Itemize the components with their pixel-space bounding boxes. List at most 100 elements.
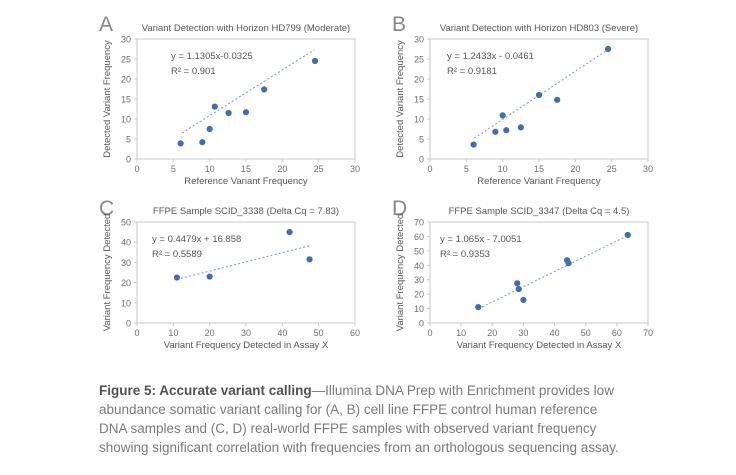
panel-letter: A xyxy=(99,13,113,36)
scatter-plot-a: A Variant Detection with Horizon HD799 (M… xyxy=(99,13,360,187)
r-squared-label: R² = 0.5589 xyxy=(152,249,202,260)
r-squared-label: R² = 0.9353 xyxy=(440,249,490,260)
x-axis-label: Variant Frequency Detected in Assay X xyxy=(164,340,329,351)
panel-letter: C xyxy=(99,197,114,220)
data-point xyxy=(517,124,524,131)
caption-figure-title: Figure 5: Accurate variant calling xyxy=(99,382,312,398)
x-tick-label: 10 xyxy=(498,164,508,174)
data-point xyxy=(211,103,218,110)
x-axis-label: Reference Variant Frequency xyxy=(184,176,308,187)
x-tick-label: 40 xyxy=(550,328,560,338)
data-point xyxy=(286,229,293,236)
y-axis-label: Detected Variant Frequency xyxy=(395,40,406,158)
data-point xyxy=(565,260,572,267)
y-tick-label: 50 xyxy=(414,246,424,256)
data-point xyxy=(514,280,521,287)
x-tick-label: 25 xyxy=(607,164,617,174)
data-point xyxy=(535,91,543,99)
data-point xyxy=(492,128,499,135)
equation-label: y = 1.2433x - 0.0461 xyxy=(447,51,534,62)
data-point xyxy=(554,96,561,103)
x-tick-label: 10 xyxy=(168,328,178,338)
data-point xyxy=(311,57,319,65)
r-squared-label: R² = 0.901 xyxy=(171,66,216,77)
y-tick-label: 10 xyxy=(414,304,424,314)
x-tick-label: 15 xyxy=(534,164,544,174)
y-tick-label: 20 xyxy=(414,75,424,85)
y-tick-label: 10 xyxy=(414,115,424,125)
x-tick-label: 50 xyxy=(581,328,591,338)
scatter-plot-c: C FFPE Sample SCID_3338 (Delta Cq = 7.83)… xyxy=(99,197,360,351)
x-tick-label: 60 xyxy=(350,328,360,338)
y-tick-label: 10 xyxy=(121,298,131,308)
y-tick-label: 20 xyxy=(121,278,131,288)
figure-caption: Figure 5: Accurate variant calling—Illum… xyxy=(99,381,620,457)
x-tick-label: 5 xyxy=(464,164,469,174)
x-tick-label: 25 xyxy=(314,164,324,174)
data-point xyxy=(503,127,510,134)
x-tick-label: 0 xyxy=(134,328,139,338)
panel-b: B Variant Detection with Horizon HD803 (S… xyxy=(378,8,670,190)
data-point xyxy=(177,140,184,147)
panel-d: D FFPE Sample SCID_3347 (Delta Cq = 4.5) 0… xyxy=(378,192,670,374)
data-point xyxy=(206,125,213,133)
caption-dash: — xyxy=(311,382,326,398)
data-point xyxy=(261,86,268,93)
trendline xyxy=(181,49,315,134)
equation-label: y = 1.1305x-0.0325 xyxy=(171,51,253,62)
scatter-plot-b: B Variant Detection with Horizon HD803 (S… xyxy=(392,13,653,187)
y-axis-label: Variant Frequency Detected xyxy=(102,214,113,332)
y-tick-label: 30 xyxy=(121,258,131,268)
x-tick-label: 20 xyxy=(205,328,215,338)
chart-title: Variant Detection with Horizon HD803 (Se… xyxy=(440,23,638,34)
x-tick-label: 15 xyxy=(241,164,251,174)
data-point xyxy=(475,304,482,311)
data-point xyxy=(173,274,181,281)
x-tick-label: 30 xyxy=(643,164,653,174)
y-tick-label: 20 xyxy=(414,290,424,300)
y-tick-label: 30 xyxy=(414,35,424,45)
panel-letter: D xyxy=(392,197,407,220)
panel-c: C FFPE Sample SCID_3338 (Delta Cq = 7.83)… xyxy=(85,192,377,374)
x-tick-label: 0 xyxy=(134,164,139,174)
y-tick-label: 20 xyxy=(121,75,131,85)
y-tick-label: 40 xyxy=(414,261,424,271)
y-tick-label: 0 xyxy=(126,319,131,329)
x-axis-label: Reference Variant Frequency xyxy=(477,176,601,187)
x-tick-label: 30 xyxy=(350,164,360,174)
y-tick-label: 40 xyxy=(121,238,131,248)
data-point xyxy=(624,231,631,239)
data-point xyxy=(242,109,250,116)
y-tick-label: 5 xyxy=(419,135,424,145)
y-tick-label: 0 xyxy=(419,319,424,329)
x-tick-label: 0 xyxy=(427,164,432,174)
chart-title: FFPE Sample SCID_3338 (Delta Cq = 7.83) xyxy=(153,206,339,217)
x-tick-label: 10 xyxy=(456,328,466,338)
equation-label: y = 0.4479x + 16.858 xyxy=(152,234,241,245)
panel-letter: B xyxy=(392,13,406,36)
x-axis-label: Variant Frequency Detected in Assay X xyxy=(457,340,622,351)
y-tick-label: 30 xyxy=(414,275,424,285)
x-tick-label: 20 xyxy=(277,164,287,174)
caption-body: Illumina DNA Prep with Enrichment provid… xyxy=(99,382,619,455)
y-tick-label: 5 xyxy=(126,135,131,145)
data-point xyxy=(206,273,213,280)
x-tick-label: 0 xyxy=(427,328,432,338)
x-tick-label: 40 xyxy=(277,328,287,338)
x-tick-label: 5 xyxy=(171,164,176,174)
y-axis-label: Detected Variant Frequency xyxy=(102,40,113,158)
panel-a: A Variant Detection with Horizon HD799 (M… xyxy=(85,8,377,190)
x-tick-label: 10 xyxy=(205,164,215,174)
data-point xyxy=(306,256,313,263)
data-point xyxy=(515,285,522,293)
data-point xyxy=(199,139,206,146)
data-point xyxy=(499,112,506,119)
equation-label: y = 1.065x - 7.0051 xyxy=(440,234,522,245)
data-point xyxy=(225,109,232,117)
y-axis-label: Variant Frequency Detected xyxy=(395,214,406,332)
x-tick-label: 30 xyxy=(518,328,528,338)
y-tick-label: 15 xyxy=(121,95,131,105)
trendline xyxy=(474,50,607,139)
x-tick-label: 20 xyxy=(570,164,580,174)
y-tick-label: 0 xyxy=(419,155,424,165)
